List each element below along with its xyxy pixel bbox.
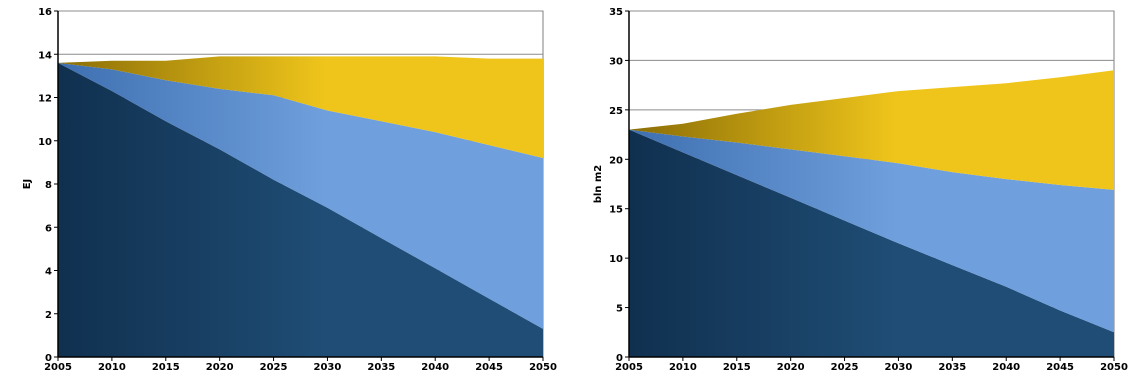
area-series-2 <box>58 62 543 329</box>
y-tick-label: 2 <box>45 310 52 321</box>
y-tick-label: 20 <box>609 155 623 166</box>
x-tick-label: 2045 <box>1046 362 1074 373</box>
x-tick-label: 2030 <box>314 362 342 373</box>
x-tick-label: 2030 <box>885 362 913 373</box>
energy-area-chart: 0 2 4 6 8 10 12 14 16 2005 2010 2015 2020 2025 2030 203… <box>22 7 557 373</box>
area-series-3 <box>58 56 543 158</box>
x-tick-label: 2035 <box>938 362 966 373</box>
y-tick-label: 30 <box>609 56 623 67</box>
x-tick-label: 2040 <box>992 362 1020 373</box>
y-tick-label: 15 <box>609 205 623 216</box>
x-tick-label: 2010 <box>98 362 126 373</box>
y-tick-label: 0 <box>45 353 52 364</box>
y-tick-label: 25 <box>609 106 623 117</box>
y-tick-label: 0 <box>616 353 623 364</box>
y-tick-label: 10 <box>38 137 52 148</box>
x-tick-label: 2035 <box>367 362 395 373</box>
x-tick-label: 2050 <box>1100 362 1128 373</box>
y-tick-label: 16 <box>38 7 52 18</box>
x-tick-label: 2005 <box>44 362 72 373</box>
y-tick-label: 10 <box>609 254 623 265</box>
x-tick-label: 2020 <box>206 362 234 373</box>
x-tick-label: 2015 <box>723 362 751 373</box>
area-series-1 <box>629 129 1114 357</box>
y-tick-label: 35 <box>609 7 623 18</box>
area-series-1 <box>58 62 543 358</box>
y-tick-label: 14 <box>38 50 52 61</box>
y-axis-title: EJ <box>22 179 33 190</box>
area-series-2 <box>629 129 1114 333</box>
y-tick-label: 6 <box>45 223 52 234</box>
x-tick-label: 2010 <box>669 362 697 373</box>
x-tick-label: 2045 <box>475 362 503 373</box>
y-axis-title: bln m2 <box>593 165 604 204</box>
area-series-3 <box>629 70 1114 190</box>
y-tick-label: 5 <box>616 304 623 315</box>
x-tick-label: 2015 <box>152 362 180 373</box>
x-tick-label: 2020 <box>777 362 805 373</box>
x-tick-label: 2025 <box>831 362 859 373</box>
y-tick-label: 4 <box>45 267 52 278</box>
y-tick-label: 12 <box>38 94 52 105</box>
x-tick-label: 2050 <box>529 362 557 373</box>
y-tick-label: 8 <box>45 180 52 191</box>
x-tick-label: 2025 <box>260 362 288 373</box>
x-tick-label: 2040 <box>421 362 449 373</box>
x-tick-label: 2005 <box>615 362 643 373</box>
